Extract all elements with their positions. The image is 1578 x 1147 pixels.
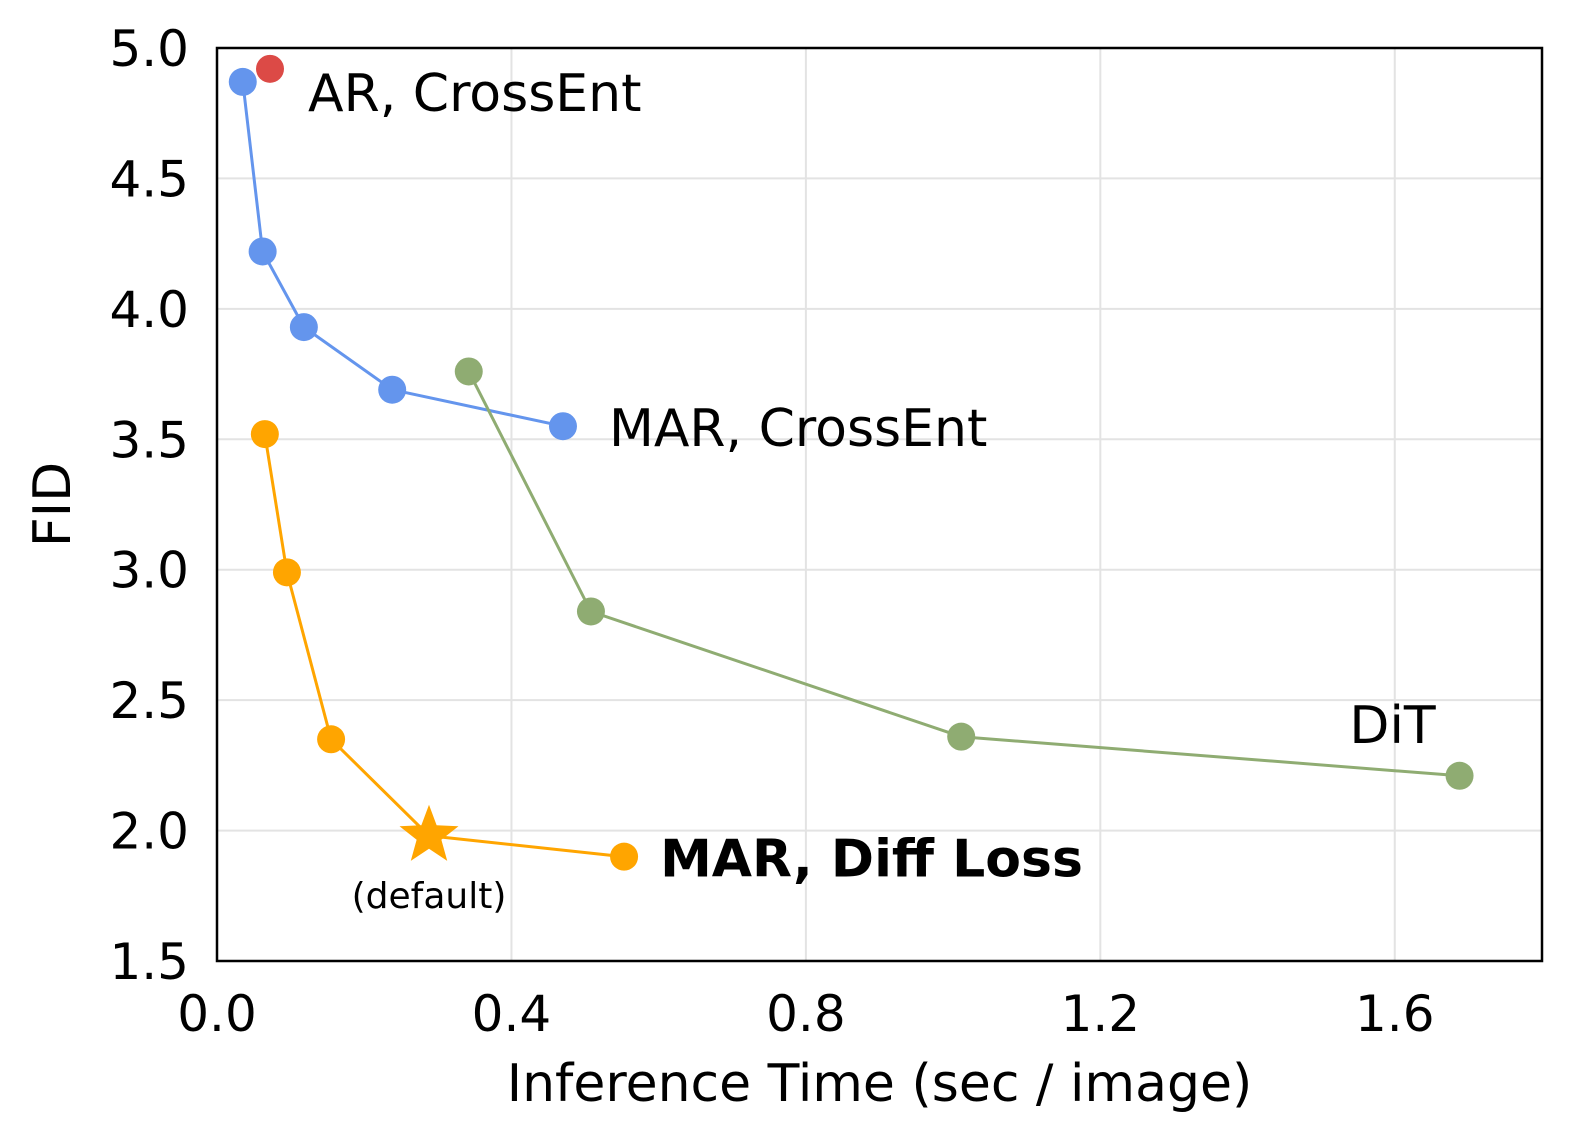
y-tick-label: 1.5: [109, 933, 189, 991]
x-tick-label: 0.8: [766, 985, 846, 1043]
ar-crossent-point: [256, 54, 284, 83]
mar-diff-line: [263, 433, 625, 859]
series-markers: [228, 54, 1474, 871]
mar-diff-star-marker: [399, 804, 459, 861]
y-tick-label: 2.0: [109, 803, 189, 861]
y-tick-labels: 1.5 2.0 2.5 3.0 3.5 4.0 4.5 5.0: [109, 20, 189, 991]
mar-diff-label: MAR, Diff Loss: [660, 830, 1083, 890]
y-tick-label: 4.5: [109, 150, 189, 208]
dit-label: DiT: [1349, 696, 1435, 756]
x-tick-label: 1.2: [1061, 985, 1141, 1043]
y-tick-label: 3.5: [109, 411, 189, 469]
y-tick-label: 5.0: [109, 20, 189, 78]
series-lines: [241, 81, 1460, 859]
mar-crossent-point: [378, 375, 407, 404]
x-axis-label: Inference Time (sec / image): [507, 1054, 1252, 1114]
dit-point: [1445, 761, 1474, 790]
mar-crossent-line: [241, 81, 564, 428]
mar-diff-point: [610, 842, 639, 871]
dit-point: [576, 597, 605, 626]
mar-crossent-point: [228, 67, 257, 96]
y-tick-label: 4.0: [109, 281, 189, 339]
mar-crossent-label: MAR, CrossEnt: [609, 399, 987, 459]
mar-diff-point: [250, 420, 279, 449]
y-axis-label: FID: [23, 462, 83, 547]
mar-diff-point: [317, 725, 346, 754]
x-tick-label: 0.0: [177, 985, 257, 1043]
series-labels: MAR, CrossEnt AR, CrossEnt DiT MAR, Diff Lo…: [308, 64, 1436, 890]
ar-crossent-label: AR, CrossEnt: [308, 64, 642, 124]
y-tick-label: 3.0: [109, 542, 189, 600]
default-annotation: (default): [352, 876, 507, 917]
mar-diff-point: [272, 558, 301, 587]
annotations: (default): [352, 876, 507, 917]
mar-crossent-point: [289, 313, 318, 342]
mar-crossent-point: [548, 412, 577, 441]
x-tick-label: 1.6: [1355, 985, 1435, 1043]
x-tick-labels: 0.0 0.4 0.8 1.2 1.6: [177, 985, 1434, 1043]
dit-point: [947, 722, 976, 751]
y-tick-label: 2.5: [109, 672, 189, 730]
mar-crossent-point: [248, 237, 277, 266]
dit-line: [467, 370, 1460, 778]
plot-frame: [215, 46, 1544, 963]
dit-point: [454, 357, 483, 386]
x-tick-label: 0.4: [472, 985, 552, 1043]
